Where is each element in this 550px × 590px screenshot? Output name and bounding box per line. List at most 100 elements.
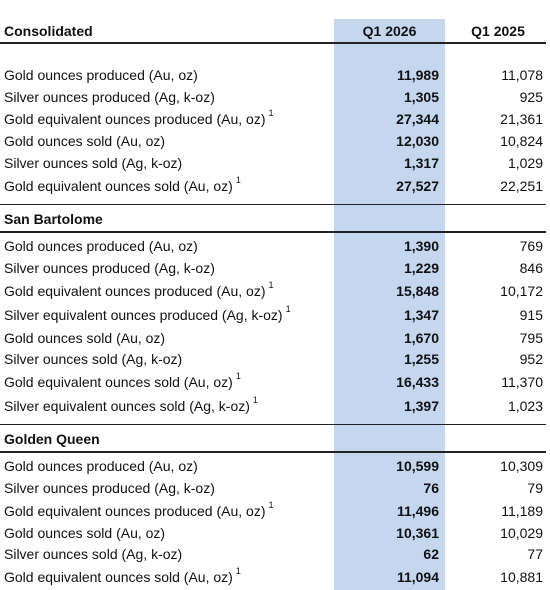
value-q1-2026: 27,527 [396, 178, 439, 194]
value-q1-2026: 62 [423, 546, 439, 562]
value-q1-2025: 915 [519, 307, 543, 323]
table-row: Silver ounces produced (Ag, k-oz) 1,305 … [0, 86, 550, 108]
footnote-marker: 1 [235, 175, 241, 185]
section-rule [0, 451, 546, 453]
value-q1-2026: 12,030 [396, 133, 439, 149]
value-q1-2025: 21,361 [500, 111, 543, 127]
section-title: San Bartolome [4, 211, 103, 227]
table-row: Silver equivalent ounces produced (Ag, k… [0, 304, 550, 326]
table-row: Gold ounces produced (Au, oz) 11,989 11,… [0, 64, 550, 86]
table-row: Gold equivalent ounces produced (Au, oz)… [0, 500, 550, 522]
value-q1-2025: 11,078 [501, 67, 543, 83]
table-row: Gold ounces produced (Au, oz) 1,390 769 [0, 235, 550, 257]
row-label: Gold ounces sold (Au, oz) [4, 330, 166, 346]
header-rule [0, 42, 546, 44]
row-label: Silver ounces sold (Ag, k-oz) [4, 155, 183, 171]
row-label: Gold ounces produced (Au, oz) [4, 67, 198, 83]
row-label: Gold ounces sold (Au, oz) [4, 133, 166, 149]
row-label: Gold ounces produced (Au, oz) [4, 238, 198, 254]
table-row: Gold equivalent ounces produced (Au, oz)… [0, 280, 550, 302]
value-q1-2025: 79 [527, 480, 543, 496]
table-row: Gold ounces sold (Au, oz) 1,670 795 [0, 327, 550, 349]
table-row: Gold equivalent ounces produced (Au, oz)… [0, 108, 550, 130]
section-rule [0, 204, 546, 205]
column-header-q1-2025: Q1 2025 [471, 23, 525, 39]
value-q1-2026: 1,305 [403, 89, 439, 105]
row-label: Silver ounces sold (Ag, k-oz) [4, 546, 183, 562]
value-q1-2026: 10,599 [396, 458, 439, 474]
table-row: Silver ounces produced (Ag, k-oz) 76 79 [0, 477, 550, 499]
footnote-marker: 1 [268, 108, 274, 118]
row-label: Gold equivalent ounces sold (Au, oz) [4, 569, 233, 585]
footnote-marker: 1 [235, 566, 241, 576]
table-row: Silver equivalent ounces sold (Ag, k-oz)… [0, 395, 550, 417]
section-title: Golden Queen [4, 431, 100, 447]
table-row: Gold equivalent ounces sold (Au, oz) 1 16… [0, 371, 550, 393]
table-row: Gold equivalent ounces sold (Au, oz) 1 27… [0, 175, 550, 197]
table-row: Gold ounces produced (Au, oz) 10,599 10,… [0, 455, 550, 477]
value-q1-2025: 11,189 [501, 503, 543, 519]
section-header-san-bartolome: San Bartolome [0, 208, 550, 230]
table-row: Gold ounces sold (Au, oz) 10,361 10,029 [0, 522, 550, 544]
value-q1-2026: 1,397 [403, 398, 439, 414]
value-q1-2026: 10,361 [396, 525, 439, 541]
table-header-row: Consolidated Q1 2026 Q1 2025 [0, 20, 550, 42]
row-label: Gold equivalent ounces produced (Au, oz) [4, 111, 266, 127]
value-q1-2025: 10,309 [500, 458, 543, 474]
section-title-consolidated: Consolidated [4, 23, 93, 39]
value-q1-2025: 925 [519, 89, 543, 105]
footnote-marker: 1 [268, 500, 274, 510]
value-q1-2025: 952 [519, 351, 543, 367]
row-label: Silver ounces produced (Ag, k-oz) [4, 480, 215, 496]
footnote-marker: 1 [285, 304, 291, 314]
row-label: Gold equivalent ounces produced (Au, oz) [4, 503, 266, 519]
value-q1-2026: 11,989 [396, 67, 439, 83]
table-row: Silver ounces sold (Ag, k-oz) 62 77 [0, 543, 550, 565]
value-q1-2026: 1,347 [403, 307, 439, 323]
value-q1-2026: 1,670 [403, 330, 439, 346]
value-q1-2026: 1,229 [403, 260, 439, 276]
section-header-golden-queen: Golden Queen [0, 428, 550, 450]
row-label: Gold equivalent ounces sold (Au, oz) [4, 374, 233, 390]
value-q1-2026: 27,344 [396, 111, 439, 127]
value-q1-2025: 10,881 [500, 569, 543, 585]
value-q1-2025: 77 [527, 546, 543, 562]
value-q1-2025: 10,029 [500, 525, 543, 541]
value-q1-2026: 1,255 [403, 351, 439, 367]
row-label: Gold equivalent ounces sold (Au, oz) [4, 178, 233, 194]
row-label: Silver equivalent ounces produced (Ag, k… [4, 307, 283, 323]
section-rule [0, 231, 546, 233]
q1-2026-column-highlight [334, 19, 445, 590]
value-q1-2026: 11,496 [396, 503, 439, 519]
value-q1-2025: 11,370 [501, 374, 543, 390]
value-q1-2025: 1,023 [507, 398, 543, 414]
footnote-marker: 1 [235, 371, 241, 381]
row-label: Silver ounces sold (Ag, k-oz) [4, 351, 183, 367]
column-header-q1-2026: Q1 2026 [362, 23, 417, 39]
value-q1-2025: 22,251 [500, 178, 543, 194]
row-label: Silver ounces produced (Ag, k-oz) [4, 89, 215, 105]
row-label: Silver ounces produced (Ag, k-oz) [4, 260, 215, 276]
value-q1-2025: 795 [519, 330, 543, 346]
footnote-marker: 1 [268, 280, 274, 290]
footnote-marker: 1 [252, 395, 258, 405]
value-q1-2026: 1,390 [403, 238, 439, 254]
value-q1-2025: 846 [519, 260, 543, 276]
value-q1-2025: 10,172 [500, 283, 543, 299]
table-row: Silver ounces sold (Ag, k-oz) 1,255 952 [0, 348, 550, 370]
section-rule [0, 424, 546, 425]
value-q1-2026: 1,317 [403, 155, 439, 171]
value-q1-2026: 11,094 [396, 569, 439, 585]
value-q1-2025: 769 [519, 238, 543, 254]
row-label: Gold ounces produced (Au, oz) [4, 458, 198, 474]
value-q1-2025: 1,029 [507, 155, 543, 171]
table-row: Silver ounces sold (Ag, k-oz) 1,317 1,02… [0, 152, 550, 174]
row-label: Silver equivalent ounces sold (Ag, k-oz) [4, 398, 250, 414]
row-label: Gold equivalent ounces produced (Au, oz) [4, 283, 266, 299]
value-q1-2026: 16,433 [396, 374, 439, 390]
row-label: Gold ounces sold (Au, oz) [4, 525, 166, 541]
value-q1-2026: 76 [423, 480, 439, 496]
table-row: Silver ounces produced (Ag, k-oz) 1,229 … [0, 257, 550, 279]
value-q1-2026: 15,848 [396, 283, 439, 299]
table-row: Gold equivalent ounces sold (Au, oz) 1 11… [0, 566, 550, 588]
